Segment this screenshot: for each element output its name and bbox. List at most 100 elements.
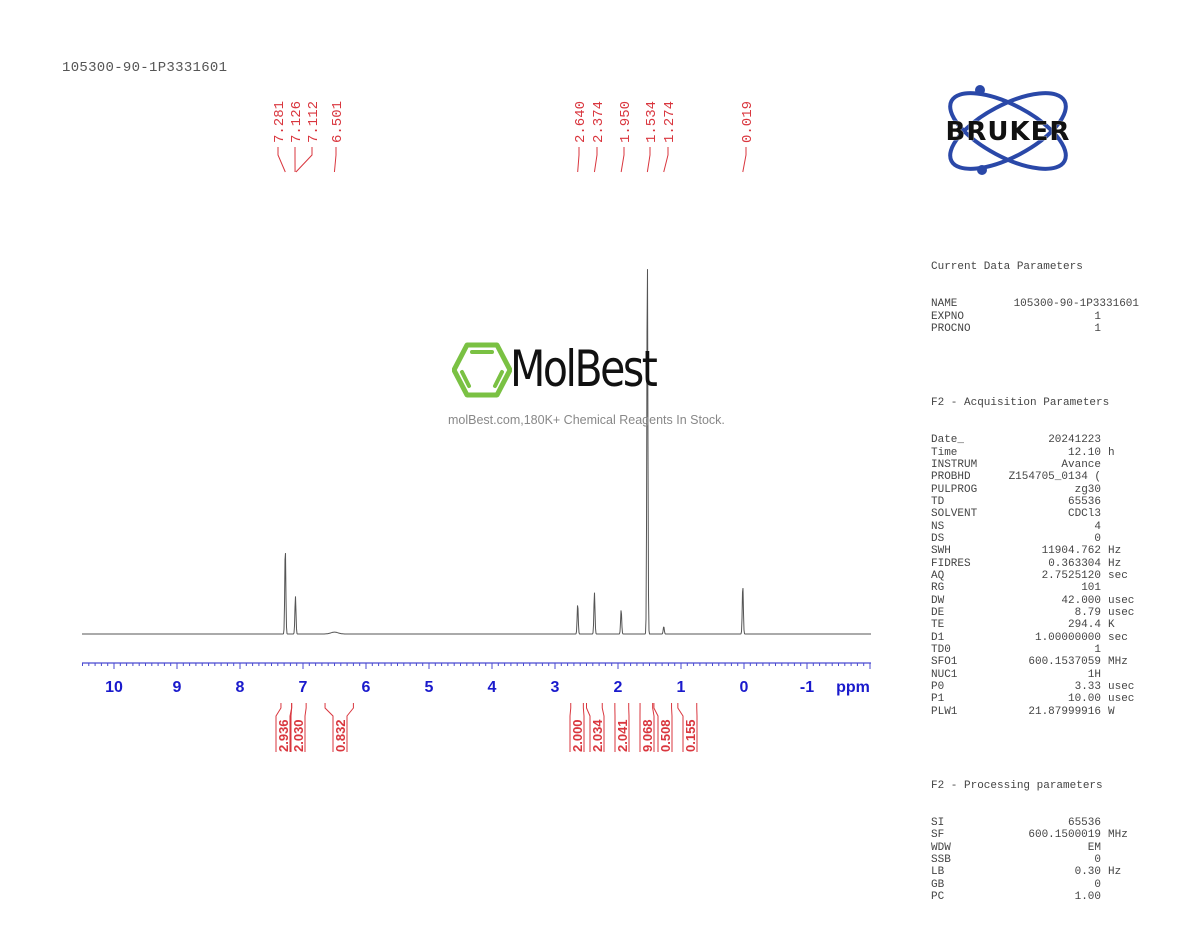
param-unit [1101, 459, 1108, 471]
param-row-te: TE 294.4 K [931, 619, 1146, 631]
param-unit: sec [1108, 631, 1128, 644]
param-unit [1101, 644, 1108, 656]
param-unit [1101, 891, 1108, 903]
param-value: 294.4 [1067, 619, 1101, 632]
x-tick-label: 2 [614, 679, 623, 696]
param-value: Z154705_0134 ( [1008, 471, 1101, 484]
param-row-lb: LB 0.30 Hz [931, 866, 1146, 878]
param-row-instrum: INSTRUM Avance [931, 459, 1146, 471]
param-key: SSB [931, 853, 951, 866]
param-value: 65536 [1067, 816, 1101, 829]
param-unit: Hz [1108, 545, 1122, 558]
param-unit [1101, 434, 1108, 446]
param-value: 65536 [1067, 495, 1101, 508]
param-key: D1 [931, 631, 945, 644]
acquisition-parameters-panel: Current Data Parameters NAME 105300-90-1P… [931, 212, 1146, 928]
param-key: LB [931, 866, 945, 879]
param-unit [1101, 842, 1108, 854]
param-row-sfo1: SFO1 600.1537059 MHz [931, 656, 1146, 668]
param-row-si: SI 65536 [931, 817, 1146, 829]
param-value: 2.7525120 [1041, 569, 1101, 582]
x-tick-label: 7 [299, 679, 308, 696]
param-unit [1101, 582, 1108, 594]
param-unit: usec [1108, 693, 1135, 706]
param-value: 0 [1094, 878, 1101, 891]
param-key: Time [931, 446, 958, 459]
param-row-p0: P0 3.33 usec [931, 681, 1146, 693]
param-value: 105300-90-1P3331601 [1013, 298, 1139, 311]
param-value: 0.363304 [1048, 557, 1101, 570]
param-key: TE [931, 619, 945, 632]
peak-label: 1.274 [662, 101, 678, 143]
param-row-procno: PROCNO 1 [931, 323, 1146, 335]
param-key: NAME [931, 298, 958, 311]
param-value: 1 [1094, 644, 1101, 657]
param-value: 600.1537059 [1028, 656, 1101, 669]
param-row-aq: AQ 2.7525120 sec [931, 570, 1146, 582]
peak-label: 7.112 [306, 101, 322, 143]
watermark-brand: MolBest [510, 340, 658, 398]
ppm-axis: 10 9 8 7 6 5 4 3 2 1 0 -1 ppm [82, 662, 871, 696]
param-key: PLW1 [931, 705, 958, 718]
param-row-expno: EXPNO 1 [931, 311, 1146, 323]
param-row-probhd: PROBHD Z154705_0134 ( [931, 471, 1146, 483]
param-unit [1139, 298, 1146, 310]
param-row-nuc1: NUC1 1H [931, 669, 1146, 681]
param-key: WDW [931, 841, 951, 854]
param-value: 4 [1094, 520, 1101, 533]
param-value: 600.1500019 [1028, 829, 1101, 842]
param-unit [1101, 879, 1108, 891]
param-value: Avance [1061, 458, 1101, 471]
param-key: DS [931, 532, 945, 545]
param-row-time: Time 12.10 h [931, 447, 1146, 459]
param-key: SFO1 [931, 656, 958, 669]
param-key: PROBHD [931, 471, 971, 484]
param-key: PC [931, 890, 945, 903]
param-key: EXPNO [931, 310, 965, 323]
param-unit [1101, 521, 1108, 533]
integral-value: 0.508 [658, 719, 673, 752]
param-row-ssb: SSB 0 [931, 854, 1146, 866]
integral-value: 9.068 [640, 719, 655, 752]
param-value: 8.79 [1074, 607, 1101, 619]
param-row-de: DE 8.79 usec [931, 607, 1146, 619]
param-row-d1: D1 1.00000000 sec [931, 632, 1146, 644]
param-row-swh: SWH 11904.762 Hz [931, 545, 1146, 557]
param-key: P1 [931, 693, 945, 706]
param-key: TD0 [931, 644, 951, 657]
param-unit [1101, 484, 1108, 496]
spectrum-trace [82, 269, 871, 635]
benzene-logo-icon [452, 342, 512, 398]
param-row-sf: SF 600.1500019 MHz [931, 829, 1146, 841]
integrals: 2.936 2.030 0.832 2.000 2.034 2.041 9.068 0.508… [275, 703, 698, 752]
param-value: 12.10 [1067, 446, 1101, 459]
x-tick-label: -1 [800, 679, 814, 696]
param-unit: MHz [1108, 656, 1128, 669]
param-unit [1101, 323, 1108, 335]
x-tick-label: 9 [173, 679, 182, 696]
param-unit: MHz [1108, 829, 1128, 842]
param-value: 1.00000000 [1034, 631, 1101, 644]
x-tick-label: 6 [362, 679, 371, 696]
param-unit: usec [1108, 681, 1135, 694]
param-unit: h [1108, 446, 1115, 459]
param-unit: Hz [1108, 557, 1122, 570]
param-value: 0 [1094, 532, 1101, 545]
param-value: 0 [1094, 853, 1101, 866]
f2-processing-parameters: F2 - Processing parameters SI 65536 SF 600.… [931, 755, 1146, 903]
param-unit: Hz [1108, 866, 1122, 879]
integral-value: 2.034 [590, 719, 605, 752]
param-key: P0 [931, 681, 945, 694]
param-unit [1101, 311, 1108, 323]
param-row-rg: RG 101 [931, 582, 1146, 594]
x-tick-label: 0 [740, 679, 749, 696]
param-unit: K [1108, 619, 1115, 632]
param-value: 10.00 [1067, 693, 1101, 706]
param-value: zg30 [1074, 483, 1101, 496]
param-key: AQ [931, 569, 945, 582]
param-row-plw1: PLW1 21.87999916 W [931, 706, 1146, 718]
param-value: 1H [1087, 668, 1101, 681]
param-value: 20241223 [1048, 434, 1101, 447]
param-unit: usec [1108, 594, 1135, 607]
sample-title: 105300-90-1P3331601 [62, 60, 228, 76]
